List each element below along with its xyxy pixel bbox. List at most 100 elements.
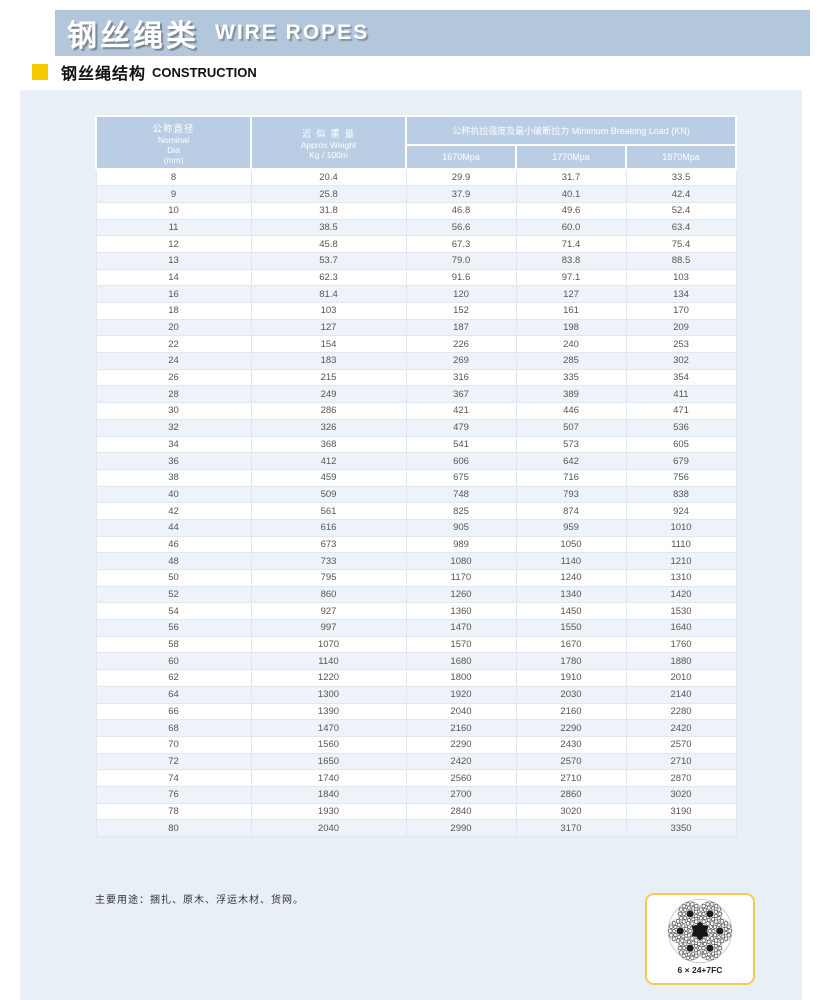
table-cell: 411 [625, 385, 737, 404]
table-cell: 88.5 [625, 251, 737, 270]
table-cell: 40 [95, 485, 252, 504]
table-cell: 1140 [515, 552, 627, 570]
table-cell: 989 [405, 535, 517, 554]
header-grade-1870: 1870Mpa [624, 144, 738, 170]
table-cell: 2160 [405, 719, 517, 737]
yellow-bullet-icon [32, 64, 48, 80]
header-grade-1770: 1770Mpa [515, 144, 627, 170]
table-row: 26 215 316 335 354 [95, 368, 737, 387]
table-row: 20 127 187 198 209 [95, 318, 737, 337]
table-row: 70 1560 2290 2430 2570 [95, 735, 737, 754]
table-cell: 22 [95, 335, 252, 354]
table-cell: 103 [250, 302, 407, 320]
table-row: 12 45.8 67.3 71.4 75.4 [95, 235, 737, 253]
table-cell: 959 [515, 518, 627, 537]
table-cell: 541 [405, 435, 517, 454]
table-cell: 1450 [515, 602, 627, 621]
table-cell: 2290 [515, 719, 627, 737]
table-cell: 368 [250, 435, 407, 454]
table-cell: 716 [515, 468, 627, 487]
table-cell: 13 [95, 251, 252, 270]
table-cell: 2860 [515, 785, 627, 804]
table-cell: 34 [95, 435, 252, 454]
table-row: 10 31.8 46.8 49.6 52.4 [95, 201, 737, 220]
table-cell: 927 [250, 602, 407, 621]
table-cell: 42 [95, 502, 252, 520]
section-title-en: CONSTRUCTION [152, 64, 257, 80]
table-header: 公称直径 Nominal Dia (mm) 近 似 重 量 Approx Wei… [95, 115, 738, 170]
table-cell: 12 [95, 235, 252, 253]
table-cell: 91.6 [405, 268, 517, 287]
table-cell: 335 [515, 368, 627, 387]
table-cell: 60 [95, 652, 252, 671]
table-cell: 72 [95, 752, 252, 771]
table-cell: 507 [515, 418, 627, 437]
table-cell: 127 [250, 318, 407, 337]
table-cell: 1050 [515, 535, 627, 554]
table-cell: 1910 [515, 669, 627, 687]
table-cell: 97.1 [515, 268, 627, 287]
table-cell: 1530 [625, 602, 737, 621]
table-cell: 9 [95, 185, 252, 203]
table-cell: 2570 [625, 735, 737, 754]
table-cell: 1640 [625, 619, 737, 637]
table-cell: 20.4 [250, 168, 407, 187]
table-cell: 421 [405, 402, 517, 420]
table-cell: 1470 [405, 619, 517, 637]
table-cell: 1840 [250, 785, 407, 804]
table-cell: 1170 [405, 569, 517, 587]
table-row: 30 286 421 446 471 [95, 402, 737, 420]
table-cell: 187 [405, 318, 517, 337]
table-cell: 25.8 [250, 185, 407, 203]
table-cell: 509 [250, 485, 407, 504]
table-cell: 316 [405, 368, 517, 387]
table-cell: 2010 [625, 669, 737, 687]
table-cell: 354 [625, 368, 737, 387]
table-cell: 2840 [405, 802, 517, 821]
table-cell: 1880 [625, 652, 737, 671]
table-cell: 40.1 [515, 185, 627, 203]
header-breaking-load-group: 公称抗拉强度及最小破断拉力 Minimum Breaking Load (KN) [404, 115, 738, 146]
table-cell: 286 [250, 402, 407, 420]
header-approx-weight: 近 似 重 量 Approx Weight Kg / 100m [250, 115, 407, 170]
table-cell: 52.4 [625, 201, 737, 220]
table-cell: 215 [250, 368, 407, 387]
table-row: 28 249 367 389 411 [95, 385, 737, 404]
table-cell: 226 [405, 335, 517, 354]
table-cell: 31.7 [515, 168, 627, 187]
table-row: 36 412 606 642 679 [95, 452, 737, 470]
table-cell: 1780 [515, 652, 627, 671]
table-cell: 80 [95, 819, 252, 837]
specification-table: 公称直径 Nominal Dia (mm) 近 似 重 量 Approx Wei… [95, 115, 738, 837]
table-cell: 37.9 [405, 185, 517, 203]
table-cell: 198 [515, 318, 627, 337]
table-cell: 679 [625, 452, 737, 470]
table-cell: 3020 [515, 802, 627, 821]
table-body: 8 20.4 29.9 31.7 33.5 9 25.8 37.9 40.1 42.4 10 31.8… [95, 168, 737, 837]
table-cell: 793 [515, 485, 627, 504]
table-cell: 326 [250, 418, 407, 437]
table-cell: 2430 [515, 735, 627, 754]
table-cell: 46 [95, 535, 252, 554]
table-row: 38 459 675 716 756 [95, 468, 737, 487]
table-cell: 642 [515, 452, 627, 470]
table-cell: 54 [95, 602, 252, 621]
page-title-en: WIRE ROPES [215, 21, 370, 44]
table-cell: 253 [625, 335, 737, 354]
table-cell: 74 [95, 769, 252, 787]
table-row: 78 1930 2840 3020 3190 [95, 802, 737, 821]
table-cell: 42.4 [625, 185, 737, 203]
table-cell: 1220 [250, 669, 407, 687]
table-cell: 2030 [515, 685, 627, 704]
table-cell: 20 [95, 318, 252, 337]
table-cell: 28 [95, 385, 252, 404]
table-cell: 170 [625, 302, 737, 320]
table-cell: 2710 [625, 752, 737, 771]
table-cell: 1760 [625, 635, 737, 654]
table-row: 18 103 152 161 170 [95, 302, 737, 320]
table-cell: 1340 [515, 585, 627, 604]
table-cell: 60.0 [515, 218, 627, 237]
table-cell: 459 [250, 468, 407, 487]
table-row: 56 997 1470 1550 1640 [95, 619, 737, 637]
